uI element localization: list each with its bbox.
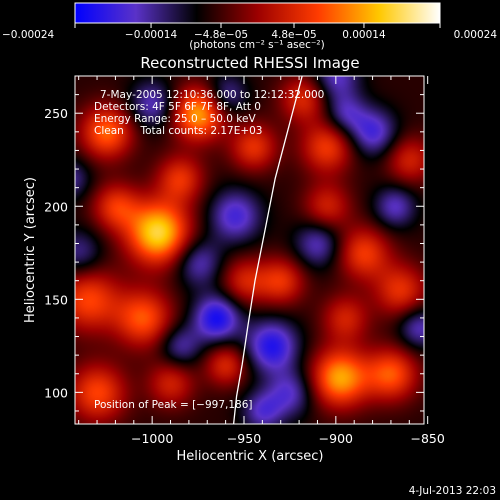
- annotation-time-range: 7‑May‑2005 12:10:36.000 to 12:12:32.000: [100, 89, 324, 101]
- plot-frame: [74, 75, 425, 425]
- x-tick-label: −850: [411, 431, 445, 446]
- colorbar-tick-label: 0.00024: [454, 29, 498, 41]
- colorbar-tick-label: −0.00014: [125, 29, 178, 41]
- footer-timestamp: 4‑Jul‑2013 22:03: [409, 485, 496, 497]
- annotation-peak-position: Position of Peak = [−997,186]: [94, 399, 253, 411]
- solar-limb-line: [232, 76, 303, 424]
- colorbar-tick-label: 4.8e−05: [271, 29, 316, 41]
- annotation-clean-counts: Clean Total counts: 2.17E+03: [94, 125, 263, 137]
- y-tick-label: 100: [44, 385, 68, 400]
- colorbar-tick-label: −4.8e−05: [194, 29, 248, 41]
- plot-area: [75, 76, 424, 424]
- colorbar: −0.00024 −0.00014 −4.8e−05 4.8e−05 0.00014 0.…: [2, 2, 497, 51]
- x-tick-label: −900: [319, 431, 353, 446]
- y-tick-label: 200: [44, 199, 68, 214]
- colorbar-tick-label: −0.00024: [2, 29, 55, 41]
- x-tick-label: −950: [227, 431, 261, 446]
- colorbar-tick-label: 0.00014: [342, 29, 386, 41]
- colorbar-ticks: −0.00024 −0.00014 −4.8e−05 4.8e−05 0.00014 0.…: [2, 23, 497, 41]
- annotation-energy-range: Energy Range: 25.0 – 50.0 keV: [94, 113, 256, 125]
- annotation-detectors: Detectors: 4F 5F 6F 7F 8F, Att 0: [94, 101, 261, 113]
- y-axis-label: Heliocentric Y (arcsec): [23, 177, 38, 323]
- y-tick-label: 250: [44, 106, 68, 121]
- x-tick-label: −1000: [131, 431, 173, 446]
- colorbar-unit-label: (photons cm⁻² s⁻¹ asec⁻²): [189, 39, 324, 51]
- x-axis-ticks: −1000 −950 −900 −850: [78, 76, 445, 446]
- y-tick-label: 150: [44, 292, 68, 307]
- y-axis-ticks: 100 150 200 250: [44, 75, 424, 412]
- colorbar-bar: [74, 2, 441, 24]
- annotations: 7‑May‑2005 12:10:36.000 to 12:12:32.000 …: [94, 89, 324, 411]
- chart-title: Reconstructed RHESSI Image: [140, 54, 359, 72]
- heatmap-image: [75, 76, 424, 424]
- x-axis-label: Heliocentric X (arcsec): [177, 449, 324, 464]
